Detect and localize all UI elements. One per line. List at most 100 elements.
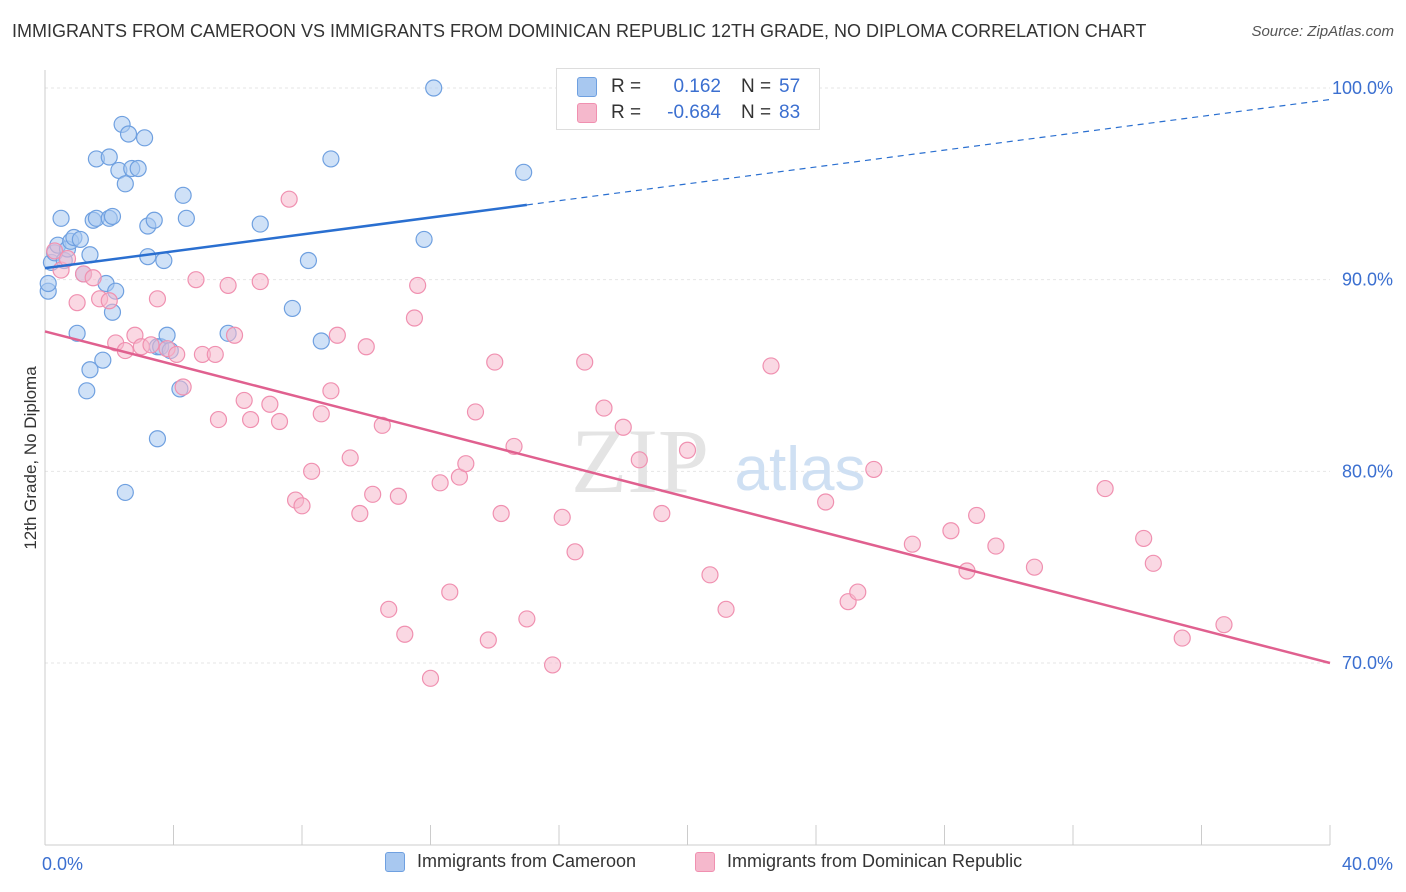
dominican-point bbox=[142, 336, 160, 354]
dominican-point bbox=[389, 487, 407, 505]
dominican-point bbox=[235, 391, 253, 410]
cameroon-point bbox=[116, 175, 134, 193]
dominican-point bbox=[1144, 554, 1162, 572]
trend-lines bbox=[44, 98, 1331, 665]
gridlines bbox=[45, 87, 1330, 664]
legend-label: Immigrants from Cameroon bbox=[417, 851, 637, 871]
dominican-point bbox=[653, 504, 671, 523]
dominican-point bbox=[421, 669, 440, 687]
x-tick-labels: 0.0% 40.0% bbox=[42, 854, 1393, 874]
dominican-point bbox=[364, 485, 382, 503]
n-label: N = bbox=[741, 102, 772, 123]
dominican-point bbox=[968, 506, 986, 525]
cameroon-point bbox=[145, 211, 163, 229]
r-value: -0.684 bbox=[667, 102, 721, 123]
dominican-point bbox=[441, 583, 459, 601]
cameroon-point bbox=[415, 230, 433, 249]
dominican-point bbox=[219, 276, 237, 295]
x-tick-label: 0.0% bbox=[42, 854, 83, 874]
n-value: 57 bbox=[779, 76, 801, 97]
cameroon-point bbox=[251, 215, 269, 233]
cameroon-point bbox=[283, 299, 301, 318]
dominican-point bbox=[566, 543, 584, 561]
cameroon-point bbox=[78, 382, 96, 400]
dominican-point bbox=[84, 269, 102, 287]
cameroon-point bbox=[148, 430, 167, 448]
dominican-point bbox=[1215, 616, 1233, 634]
dominican-point bbox=[322, 382, 340, 400]
cameroon-trend-extension bbox=[526, 98, 1331, 206]
cameroon-point bbox=[312, 332, 330, 350]
legend-item-dominican[interactable]: Immigrants from Dominican Republic bbox=[695, 851, 1022, 872]
cameroon-point bbox=[39, 274, 57, 293]
dominican-point bbox=[1173, 629, 1191, 647]
dominican-point bbox=[595, 399, 613, 417]
y-tick-label: 100.0% bbox=[1332, 78, 1393, 98]
dominican-point bbox=[270, 412, 289, 431]
dominican-point bbox=[518, 610, 536, 628]
dominican-point bbox=[457, 455, 475, 473]
dominican-point bbox=[242, 410, 260, 429]
dominican-point bbox=[553, 508, 571, 526]
cameroon-point bbox=[68, 324, 86, 342]
cameroon-point bbox=[515, 163, 533, 181]
r-value: 0.162 bbox=[673, 76, 721, 97]
y-tick-label: 80.0% bbox=[1342, 461, 1393, 481]
dominican-point bbox=[486, 353, 504, 371]
cameroon-point bbox=[100, 148, 118, 166]
dominican-point bbox=[312, 405, 330, 423]
cameroon-point bbox=[94, 351, 112, 369]
dominican-point bbox=[225, 326, 244, 344]
cameroon-point bbox=[425, 79, 443, 97]
dominican-point bbox=[942, 522, 960, 540]
dominican-point bbox=[630, 451, 648, 469]
stats-legend: R = 0.162 N = 57 R = -0.684 N = 83 bbox=[556, 68, 820, 130]
dominican-point bbox=[168, 345, 186, 364]
stats-row-dominican: R = -0.684 N = 83 bbox=[577, 100, 800, 126]
cameroon-point bbox=[81, 361, 99, 379]
dominican-point bbox=[817, 493, 835, 511]
source-label: Source: ZipAtlas.com bbox=[1251, 23, 1394, 40]
dominican-point bbox=[701, 566, 719, 584]
axes bbox=[44, 70, 1331, 846]
dominican-point bbox=[46, 242, 64, 260]
dominican-point bbox=[614, 418, 632, 436]
dominican-trend-line bbox=[44, 330, 1331, 665]
dominican-points bbox=[46, 190, 1233, 687]
dominican-point bbox=[328, 326, 346, 344]
dominican-point bbox=[58, 249, 77, 268]
legend-item-cameroon[interactable]: Immigrants from Cameroon bbox=[385, 851, 636, 872]
dominican-point bbox=[341, 449, 359, 467]
dominican-point bbox=[405, 309, 424, 327]
dominican-point bbox=[293, 497, 311, 515]
n-label: N = bbox=[741, 76, 772, 97]
dominican-point bbox=[261, 395, 279, 413]
cameroon-swatch bbox=[385, 851, 405, 872]
dominican-point bbox=[351, 504, 369, 523]
dominican-point bbox=[1025, 558, 1044, 576]
x-tick-label: 40.0% bbox=[1342, 854, 1393, 874]
cameroon-point bbox=[71, 230, 89, 249]
dominican-point bbox=[409, 276, 427, 295]
y-tick-label: 90.0% bbox=[1342, 270, 1393, 290]
n-value: 83 bbox=[779, 102, 801, 123]
cameroon-point bbox=[177, 209, 195, 227]
dominican-point bbox=[543, 656, 562, 674]
stats-row-cameroon: R = 0.162 N = 57 bbox=[577, 74, 800, 100]
dominican-point bbox=[492, 504, 510, 523]
dominican-point bbox=[903, 535, 921, 553]
y-tick-label: 70.0% bbox=[1342, 653, 1393, 673]
cameroon-point bbox=[135, 129, 154, 147]
series-legend: Immigrants from Cameroon Immigrants from… bbox=[0, 851, 1406, 879]
dominican-point bbox=[396, 625, 414, 643]
dominican-point bbox=[717, 600, 735, 618]
dominican-point bbox=[206, 345, 224, 364]
watermark-atlas: atlas bbox=[735, 435, 866, 504]
cameroon-point bbox=[174, 186, 192, 204]
dominican-point bbox=[209, 410, 228, 429]
dominican-point bbox=[466, 403, 485, 421]
dominican-point bbox=[762, 357, 780, 375]
cameroon-point bbox=[52, 209, 70, 227]
dominican-point bbox=[357, 338, 375, 356]
cameroon-point bbox=[299, 251, 318, 270]
